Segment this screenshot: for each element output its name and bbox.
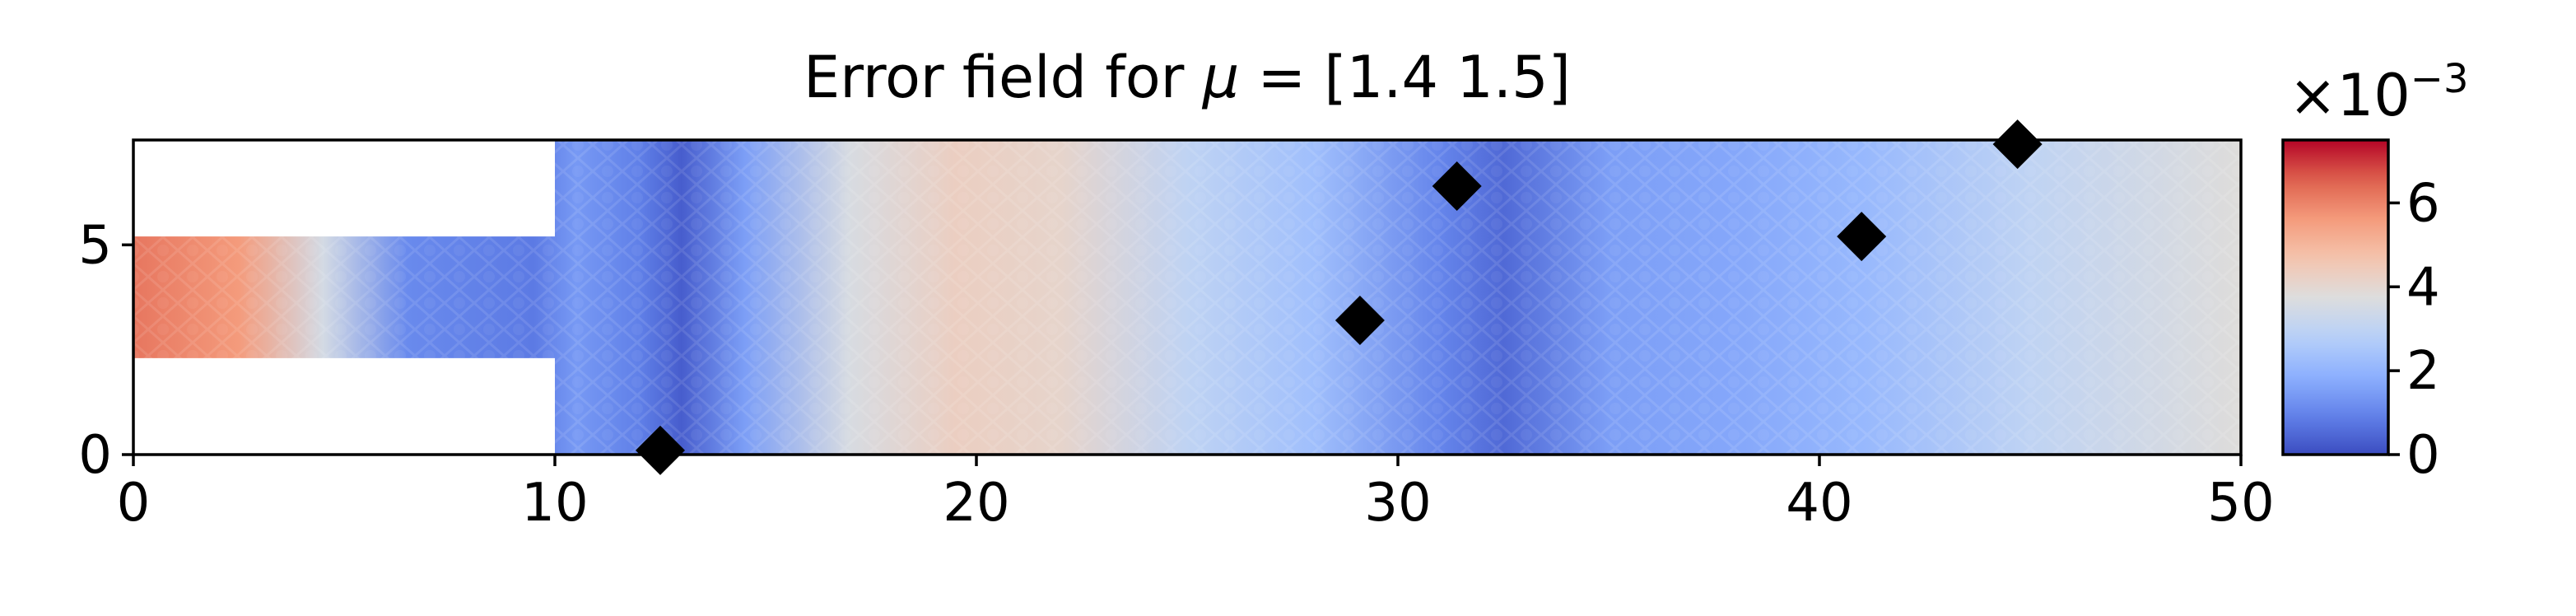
x-tick-label: 10 xyxy=(521,473,588,534)
x-tick-label: 40 xyxy=(1786,473,1852,534)
error-field-heatmap xyxy=(133,140,2241,455)
colorbar-frame xyxy=(2281,138,2390,456)
sensor-marker-2 xyxy=(1335,296,1385,346)
sensor-marker-3 xyxy=(1432,161,1482,212)
y-tick-label: 5 xyxy=(78,215,112,276)
axes-frame xyxy=(132,138,2243,456)
x-tick-label: 0 xyxy=(117,473,151,534)
x-tick-label: 50 xyxy=(2207,473,2274,534)
sensor-marker-5 xyxy=(1992,119,2043,170)
x-tick-label: 20 xyxy=(943,473,1009,534)
colorbar-fill xyxy=(2283,140,2388,455)
y-tick-label: 0 xyxy=(78,425,112,486)
colorbar-tick-label: 4 xyxy=(2406,257,2440,318)
mesh-texture xyxy=(133,140,2241,455)
sensor-marker-1 xyxy=(636,425,685,475)
colorbar-ticks: 0 2 4 6 xyxy=(2388,173,2440,486)
colorbar-scale-label: ×10−3 xyxy=(2289,56,2469,129)
colorbar-tick-label: 6 xyxy=(2406,173,2440,234)
y-axis: 05 xyxy=(78,215,133,486)
colorbar-tick-label: 2 xyxy=(2406,341,2440,402)
colorbar: 0 2 4 6 ×10−3 xyxy=(2281,56,2469,486)
x-tick-label: 30 xyxy=(1364,473,1431,534)
colorbar-tick-label: 0 xyxy=(2406,425,2440,486)
x-axis: 0 10 20 30 40 50 xyxy=(117,455,2275,534)
chart-title: Error field for μ = [1.4 1.5] xyxy=(804,44,1571,111)
sensor-markers xyxy=(636,119,2043,475)
sensor-marker-4 xyxy=(1837,212,1887,262)
